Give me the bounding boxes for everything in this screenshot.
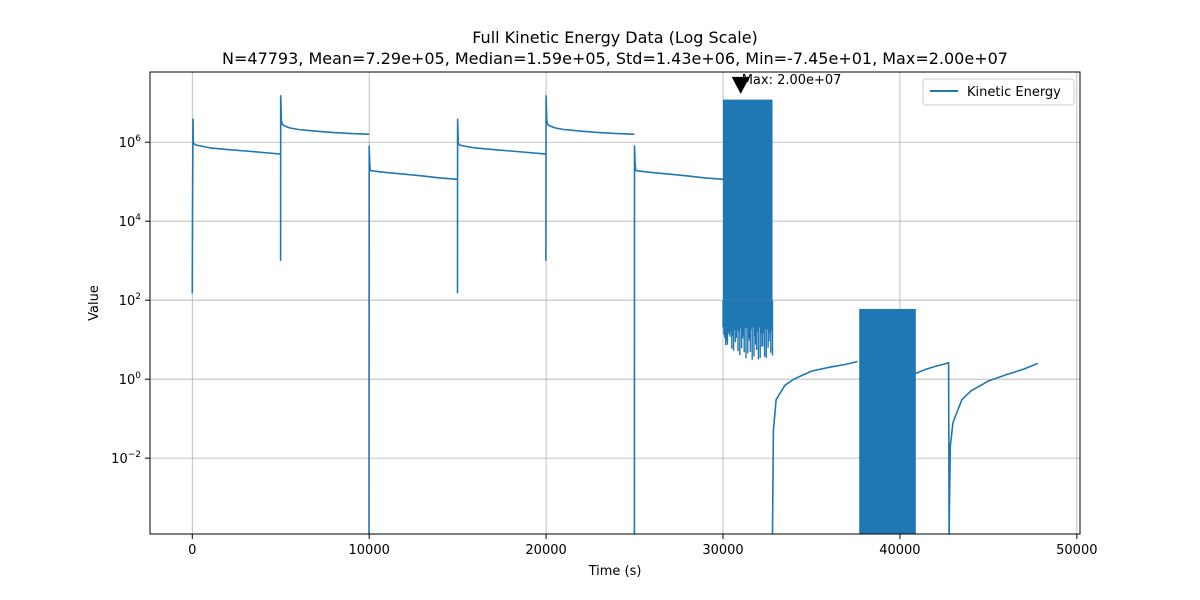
legend-label: Kinetic Energy xyxy=(967,85,1061,100)
plot-frame xyxy=(149,71,1081,535)
series-line-segment xyxy=(191,118,281,294)
x-tick-label: 30000 xyxy=(702,543,743,558)
x-tick-label: 40000 xyxy=(879,543,920,558)
series-line-segment xyxy=(771,360,858,535)
y-axis-label: Value xyxy=(87,285,102,321)
plot-area xyxy=(191,95,1039,535)
x-axis: 0 10000 20000 30000 40000 50000 xyxy=(188,534,1097,558)
max-marker xyxy=(731,76,750,94)
x-tick-label: 50000 xyxy=(1056,543,1097,558)
x-tick-label: 20000 xyxy=(525,543,566,558)
oscillation-band xyxy=(723,99,773,301)
chart-subtitle: N=47793, Mean=7.29e+05, Median=1.59e+05,… xyxy=(222,49,1008,68)
y-tick-label: 100 xyxy=(119,371,142,388)
max-annotation: Max: 2.00e+07 xyxy=(731,73,842,94)
y-tick-label: 106 xyxy=(119,134,142,151)
series-line-segment xyxy=(456,118,546,294)
y-tick-label: 10−2 xyxy=(111,450,141,467)
series-line-segment xyxy=(279,95,370,261)
oscillation-band xyxy=(859,308,916,534)
max-annotation-label: Max: 2.00e+07 xyxy=(742,73,842,88)
y-tick-label: 102 xyxy=(119,292,141,309)
chart-title: Full Kinetic Energy Data (Log Scale) xyxy=(472,28,758,47)
y-axis: 10−2 100 102 104 106 xyxy=(111,134,150,467)
legend-box xyxy=(922,78,1075,106)
y-tick-label: 104 xyxy=(119,213,142,230)
series-line-segment xyxy=(915,362,1039,535)
x-tick-label: 0 xyxy=(188,543,196,558)
x-axis-label: Time (s) xyxy=(588,564,642,579)
series-line-segment xyxy=(368,145,458,535)
series-line-segment xyxy=(633,145,724,535)
x-tick-label: 10000 xyxy=(349,543,390,558)
oscillation-band-tail xyxy=(722,300,774,360)
legend: Kinetic Energy xyxy=(922,78,1075,106)
series-line-segment xyxy=(545,95,635,261)
